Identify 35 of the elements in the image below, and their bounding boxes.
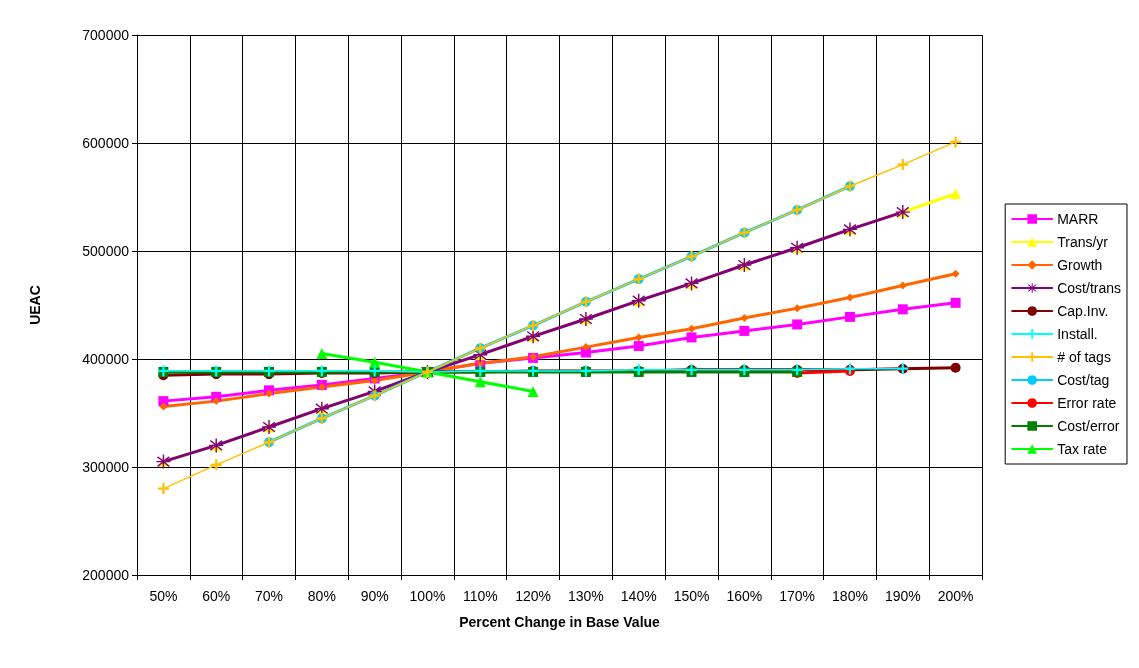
x-tick-label: 140% bbox=[620, 588, 657, 604]
x-axis-title: Percent Change in Base Value bbox=[459, 614, 661, 630]
x-tick-label: 90% bbox=[360, 588, 389, 604]
legend-label: Cap.Inv. bbox=[1057, 303, 1109, 319]
legend-label: Cost/tag bbox=[1057, 372, 1110, 388]
x-tick-label: 120% bbox=[515, 588, 551, 604]
x-tick-label: 60% bbox=[202, 588, 231, 604]
legend-label: Trans/yr bbox=[1057, 234, 1109, 250]
legend-label: Tax rate bbox=[1057, 441, 1108, 457]
x-tick-label: 180% bbox=[832, 588, 868, 604]
x-tick-label: 170% bbox=[779, 588, 816, 604]
y-tick-label: 700000 bbox=[82, 27, 130, 43]
x-tick-label: 200% bbox=[937, 588, 974, 604]
legend-label: Install. bbox=[1057, 326, 1098, 342]
x-tick-label: 50% bbox=[149, 588, 178, 604]
y-tick-label: 600000 bbox=[82, 135, 130, 151]
legend-label: # of tags bbox=[1057, 349, 1111, 365]
y-tick-label: 200000 bbox=[82, 567, 130, 583]
x-tick-label: 150% bbox=[673, 588, 710, 604]
x-tick-label: 70% bbox=[255, 588, 284, 604]
y-axis-title: UEAC bbox=[27, 285, 43, 325]
legend-label: Cost/error bbox=[1057, 418, 1120, 434]
x-tick-label: 130% bbox=[568, 588, 604, 604]
y-tick-label: 500000 bbox=[82, 243, 130, 259]
x-tick-label: 80% bbox=[307, 588, 336, 604]
x-tick-label: 110% bbox=[462, 588, 498, 604]
legend-label: Growth bbox=[1057, 257, 1103, 273]
legend-label: MARR bbox=[1057, 211, 1099, 227]
legend-label: Error rate bbox=[1057, 395, 1117, 411]
legend-label: Cost/trans bbox=[1057, 280, 1122, 296]
x-tick-label: 190% bbox=[884, 588, 921, 604]
y-tick-label: 300000 bbox=[82, 459, 130, 475]
y-tick-label: 400000 bbox=[82, 351, 130, 367]
x-tick-label: 160% bbox=[726, 588, 763, 604]
x-tick-label: 100% bbox=[409, 588, 446, 604]
